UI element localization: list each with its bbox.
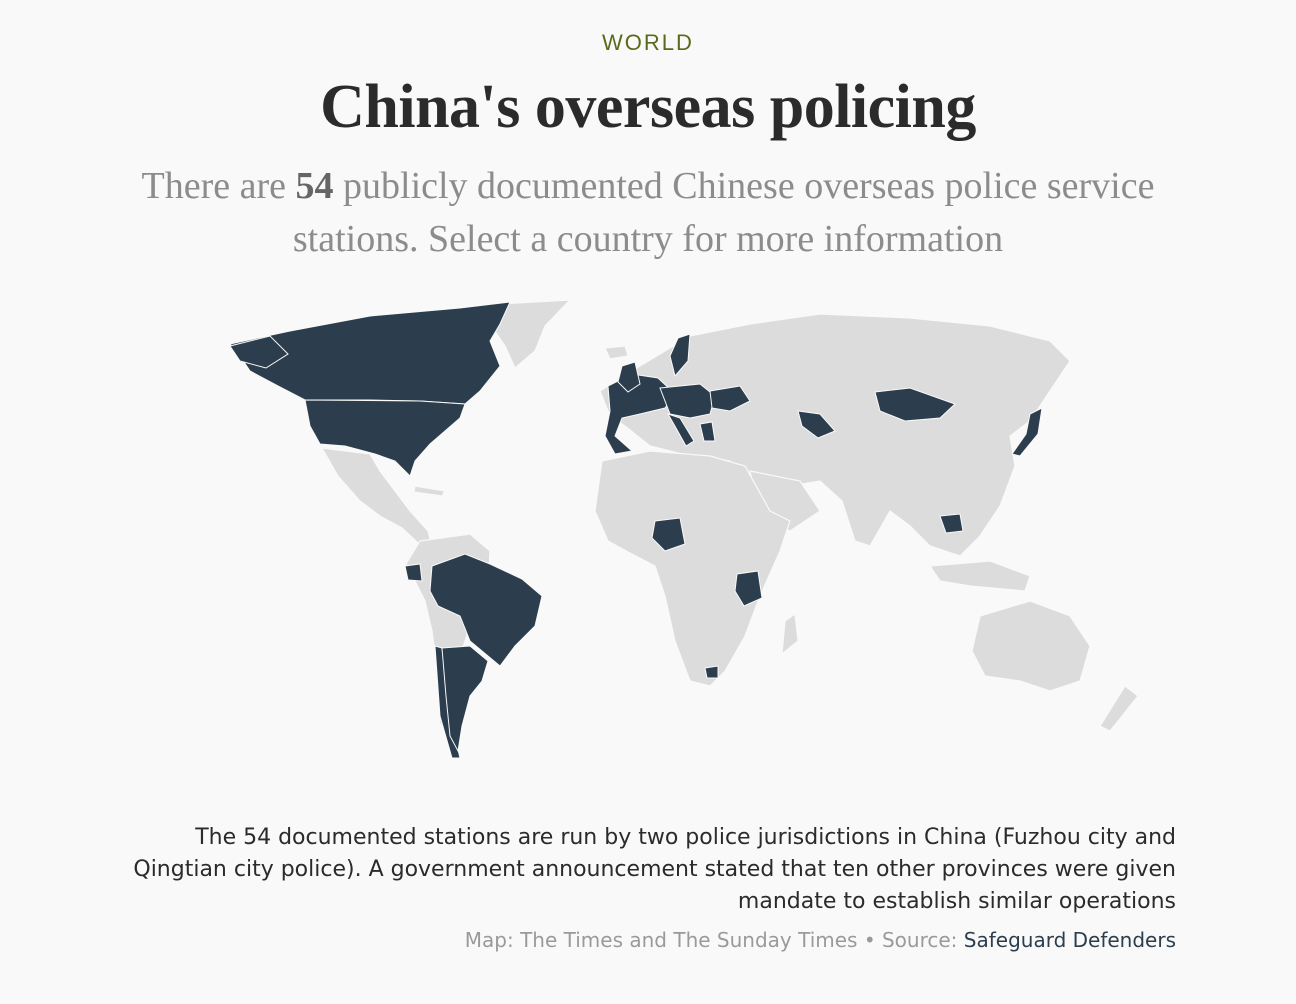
source-separator: • Source:: [857, 928, 964, 952]
country-central-europe[interactable]: [659, 383, 716, 419]
country-argentina[interactable]: [441, 645, 489, 753]
country-south-africa[interactable]: [704, 665, 719, 679]
australia[interactable]: [971, 600, 1091, 692]
standfirst-before: There are: [141, 165, 296, 207]
iceland[interactable]: [604, 345, 629, 360]
world-map-svg[interactable]: [170, 296, 1180, 766]
country-japan[interactable]: [1011, 407, 1043, 457]
country-sweden[interactable]: [669, 333, 691, 378]
map-caption: The 54 documented stations are run by tw…: [133, 825, 1176, 914]
eurasia[interactable]: [599, 313, 1071, 557]
standfirst: There are 54 publicly documented Chinese…: [140, 160, 1156, 266]
country-nigeria[interactable]: [651, 517, 686, 552]
southeast-asia-islands[interactable]: [928, 560, 1031, 592]
country-western-europe[interactable]: [604, 373, 676, 455]
caribbean[interactable]: [413, 485, 446, 497]
country-tanzania[interactable]: [734, 570, 763, 607]
world-map[interactable]: [170, 296, 1180, 766]
country-canada[interactable]: [229, 301, 511, 405]
country-uk-ireland[interactable]: [617, 361, 641, 393]
country-brazil[interactable]: [429, 553, 543, 667]
credit-line: Map: The Times and The Sunday Times • So…: [120, 928, 1176, 952]
section-label: WORLD: [602, 30, 694, 55]
new-zealand[interactable]: [1099, 685, 1139, 732]
country-italy[interactable]: [666, 413, 695, 447]
country-ukraine[interactable]: [709, 385, 751, 412]
country-ecuador[interactable]: [404, 563, 423, 582]
country-greece[interactable]: [699, 421, 716, 442]
headline: China's overseas policing: [320, 73, 976, 141]
country-mongolia[interactable]: [874, 387, 956, 422]
station-count: 54: [295, 165, 334, 207]
standfirst-after: publicly documented Chinese overseas pol…: [292, 165, 1155, 260]
country-cambodia[interactable]: [939, 513, 964, 534]
country-usa[interactable]: [304, 399, 466, 477]
mexico-central-america[interactable]: [320, 447, 433, 547]
map-credit: Map: The Times and The Sunday Times: [464, 928, 858, 952]
country-uzbekistan[interactable]: [797, 410, 836, 439]
madagascar[interactable]: [781, 612, 799, 656]
country-alaska[interactable]: [229, 335, 289, 369]
africa[interactable]: [594, 450, 791, 687]
source-link[interactable]: Safeguard Defenders: [963, 928, 1176, 952]
